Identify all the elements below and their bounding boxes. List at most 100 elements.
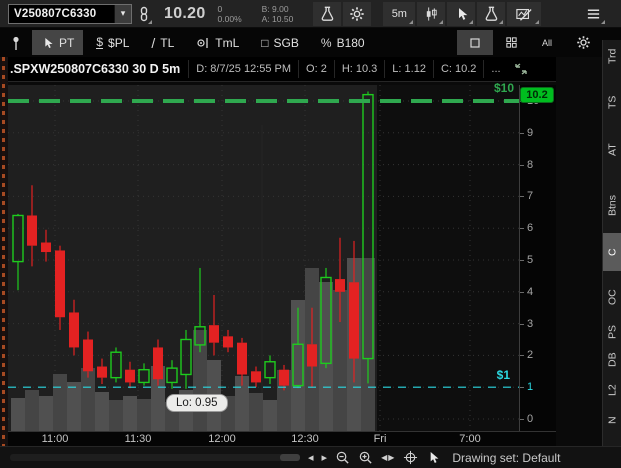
gear-icon [576,36,590,49]
percent-icon: % [320,35,332,50]
readout-close: C: 10.2 [432,60,483,78]
lower-level-label: $1 [496,368,510,382]
timeframe-button[interactable]: 5m [383,1,416,26]
chart-type-button[interactable] [417,1,446,26]
pointer-mode-button[interactable] [426,450,440,465]
bid-value: B: 9.00 [261,3,289,14]
analysis-tools-button[interactable] [477,1,506,26]
chart-bottom-toolbar: ◂ ▸ ◀▶ [0,446,621,468]
sidebar-tab-oc[interactable]: OC [606,289,619,305]
collapse-header-button[interactable] [514,62,528,76]
last-price: 10.20 [164,4,206,22]
square-icon [470,37,480,48]
readout-high: H: 10.3 [333,60,384,78]
pointer-icon [45,37,53,48]
trendline-icon: / [151,34,156,51]
tool-sgb-button[interactable]: □ SGB [252,30,308,55]
time-tick: 12:00 [208,433,236,445]
readout-open: O: 2 [298,60,334,78]
sidebar-tab-l2[interactable]: L2 [606,384,619,396]
chart-header: .SPXW250807C6330 30 D 5m D: 8/7/25 12:55… [8,57,556,82]
sidebar-tab-c[interactable]: C [603,233,621,271]
tool-pt-label: PT [59,35,75,50]
sidebar-tab-at[interactable]: AT [606,143,619,157]
gear-icon [350,6,364,21]
ask-value: A: 10.50 [261,13,294,24]
pan-left-button[interactable]: ◂ [308,452,314,464]
rectangle-icon: □ [261,35,269,50]
all-charts-label: All [541,37,552,48]
chart-menu-button[interactable] [579,2,607,26]
zoom-out-button[interactable] [335,450,350,465]
drawing-toolbar: PT $ $PL / TL TmL □ SGB % B180 [0,28,621,57]
sidebar-tab-ps[interactable]: PS [606,325,619,340]
sidebar-tab-btns[interactable]: Btns [606,194,619,216]
horizontal-scrollbar[interactable] [10,454,300,461]
tool-tl-button[interactable]: / TL [142,30,183,55]
menu-list-icon [587,9,599,18]
toolbar-settings-button[interactable] [565,30,601,55]
grid-view-button[interactable] [493,30,529,55]
toolbar-right-group: All [457,30,601,55]
crosshair-icon [404,450,418,465]
tool-tl-label: TL [160,35,175,50]
link-button[interactable] [134,2,154,26]
last-price-bubble: 10.2 [520,87,554,103]
change-value: 0 [217,3,223,14]
single-view-button[interactable] [457,30,493,55]
low-tooltip: Lo: 0.95 [166,394,228,412]
readout-datetime: D: 8/7/25 12:55 PM [188,60,298,78]
dollar-icon: $ [96,35,104,49]
link-icon [140,6,148,21]
time-tick: 12:30 [291,433,319,445]
symbol-value: V250807C6330 [14,7,97,20]
left-panel-edge [0,57,8,446]
time-tick: 11:30 [124,433,152,445]
cursor-tool-button[interactable] [447,1,476,26]
readout-low: L: 1.12 [384,60,433,78]
chart-drawing-icon [516,8,532,21]
studies-button[interactable] [313,1,342,26]
scrollbar-handle[interactable] [280,454,300,461]
sidebar-tab-n[interactable]: N [606,416,619,424]
time-axis[interactable]: 11:00 11:30 12:00 12:30 Fri 7:00 [8,431,556,446]
tool-sgb-label: SGB [273,35,299,50]
pan-right-button[interactable]: ▸ [321,452,328,464]
chart-symbol-title: .SPXW250807C6330 30 D 5m [10,62,181,76]
cursor-icon [431,452,439,463]
sidebar-tab-db[interactable]: DB [606,352,619,368]
gadget-sidebar: Trd TS AT Btns C OC PS DB L2 N [602,40,621,446]
tool-tml-label: TmL [215,35,240,50]
change-percent: 0.00% [217,13,242,24]
tool-b180-button[interactable]: % B180 [312,30,374,55]
drawings-button[interactable] [507,1,542,26]
time-tick: Fri [373,433,387,445]
tool-tml-button[interactable]: TmL [187,30,248,55]
crosshair-button[interactable] [403,450,418,465]
tool-spl-label: $PL [108,35,130,50]
sidebar-tab-trd[interactable]: Trd [606,48,619,64]
symbol-input[interactable]: V250807C6330 ▾ [8,3,132,24]
timeframe-label: 5m [391,7,407,20]
chart-settings-button[interactable] [343,1,372,26]
symbol-dropdown-button[interactable]: ▾ [114,4,131,23]
timeline-icon [197,37,208,48]
upper-level-label: $10 [493,81,514,95]
collapse-arrows-icon [514,63,527,75]
tool-pt-button[interactable]: PT [32,30,84,55]
top-toolbar: V250807C6330 ▾ 10.20 0 0.00% B: 9.00 A: … [0,0,621,28]
pin-toolbar-button[interactable] [4,30,28,55]
flask-icon [321,6,334,21]
drawing-set-selector[interactable]: Drawing set: Default [452,450,561,465]
all-charts-button[interactable]: All [529,30,565,55]
readout-more[interactable]: ... [483,60,507,78]
fit-width-button[interactable]: ◀▶ [381,453,396,462]
cursor-icon [458,7,468,20]
zoom-in-button[interactable] [358,450,373,465]
change-readout: 0 0.00% [218,4,242,24]
tool-spl-button[interactable]: $ $PL [87,30,138,55]
chart-plot-area[interactable] [8,85,519,431]
time-tick: 11:00 [41,433,69,445]
sidebar-tab-ts[interactable]: TS [606,95,619,109]
price-axis[interactable]: 109876543210 [519,85,556,431]
